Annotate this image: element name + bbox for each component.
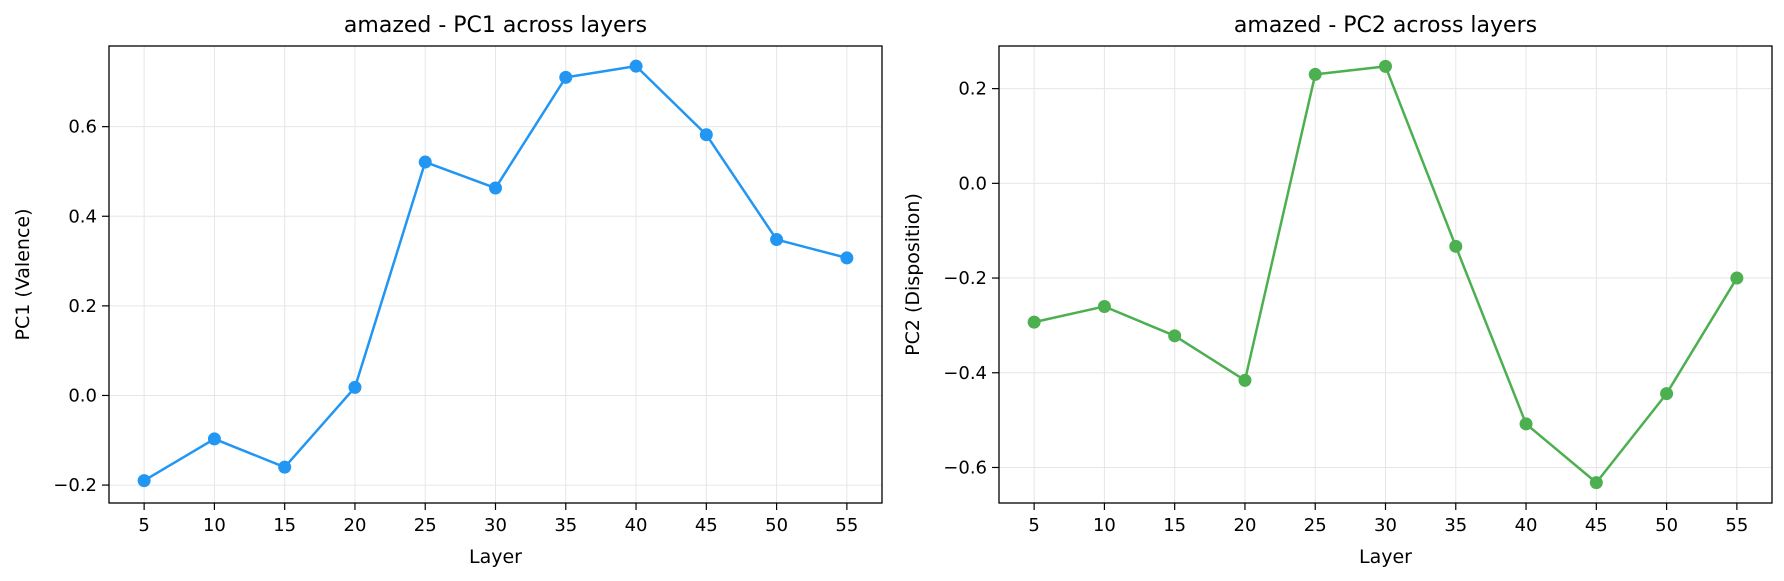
x-tick-label: 40: [625, 515, 648, 536]
data-point: [1589, 476, 1603, 490]
x-tick-label: 50: [1655, 515, 1678, 536]
x-tick-label: 10: [1093, 515, 1116, 536]
data-point: [629, 59, 643, 73]
x-tick-label: 15: [273, 515, 296, 536]
ticks: 5 10 15 20 25 30 35 40 45 50 55 −0.2 0.0 0.2 0.4 0.6: [53, 117, 858, 536]
y-tick-label: −0.6: [943, 457, 987, 478]
y-tick-label: −0.2: [943, 268, 987, 289]
y-axis-label: PC1 (Valence): [12, 209, 34, 341]
data-point: [1449, 239, 1463, 253]
chart-title: amazed - PC2 across layers: [1234, 13, 1537, 38]
x-tick-label: 10: [203, 515, 226, 536]
x-tick-label: 50: [765, 515, 788, 536]
x-tick-label: 20: [1234, 515, 1257, 536]
x-tick-label: 55: [1725, 515, 1748, 536]
y-tick-label: 0.0: [958, 173, 987, 194]
data-point: [699, 128, 713, 142]
y-tick-label: −0.2: [53, 475, 97, 496]
x-tick-label: 55: [835, 515, 858, 536]
x-tick-label: 45: [1585, 515, 1608, 536]
data-point: [489, 181, 502, 195]
x-tick-label: 35: [1444, 515, 1467, 536]
x-tick-label: 15: [1163, 515, 1186, 536]
y-tick-label: 0.4: [68, 206, 97, 227]
chart-pc1: amazed - PC1 across layers Layer PC1 (Va…: [12, 13, 883, 568]
y-tick-label: 0.6: [68, 117, 97, 138]
data-point: [770, 233, 784, 247]
grid: [999, 46, 1772, 503]
x-axis-label: Layer: [469, 546, 522, 568]
data-point: [418, 155, 432, 169]
data-point: [348, 380, 362, 394]
x-tick-label: 30: [1374, 515, 1397, 536]
x-tick-label: 5: [1028, 515, 1039, 536]
y-axis-label: PC2 (Disposition): [902, 193, 924, 356]
plot-frame: [108, 45, 883, 504]
chart-pc2: amazed - PC2 across layers Layer PC2 (Di…: [902, 13, 1773, 568]
x-tick-label: 35: [554, 515, 577, 536]
x-tick-label: 45: [695, 515, 718, 536]
x-tick-label: 30: [484, 515, 507, 536]
data-point: [1379, 59, 1392, 73]
plot-frame: [998, 45, 1773, 504]
data-point: [840, 251, 854, 265]
data-point: [1097, 299, 1111, 313]
data-point: [278, 460, 292, 474]
data-point: [1730, 271, 1744, 285]
data-point: [1660, 387, 1674, 401]
x-tick-label: 5: [138, 515, 149, 536]
data-point: [1238, 373, 1252, 387]
x-tick-label: 25: [414, 515, 437, 536]
x-tick-label: 20: [344, 515, 367, 536]
y-tick-label: 0.0: [68, 385, 97, 406]
grid: [109, 46, 882, 503]
x-tick-label: 40: [1515, 515, 1538, 536]
data-point: [1168, 329, 1182, 343]
ticks: 5 10 15 20 25 30 35 40 45 50 55 −0.6 −0.4 −0.2 0.0 0.2: [943, 79, 1748, 536]
data-point: [137, 474, 151, 488]
data-point: [1519, 417, 1533, 431]
x-tick-label: 25: [1304, 515, 1327, 536]
chart-title: amazed - PC1 across layers: [344, 13, 647, 38]
data-point: [207, 432, 221, 446]
x-axis-label: Layer: [1359, 546, 1412, 568]
data-point: [559, 70, 573, 84]
data-point: [1027, 315, 1041, 329]
data-point: [1308, 67, 1322, 81]
y-tick-label: 0.2: [958, 79, 987, 100]
y-tick-label: −0.4: [943, 363, 987, 384]
y-tick-label: 0.2: [68, 296, 97, 317]
